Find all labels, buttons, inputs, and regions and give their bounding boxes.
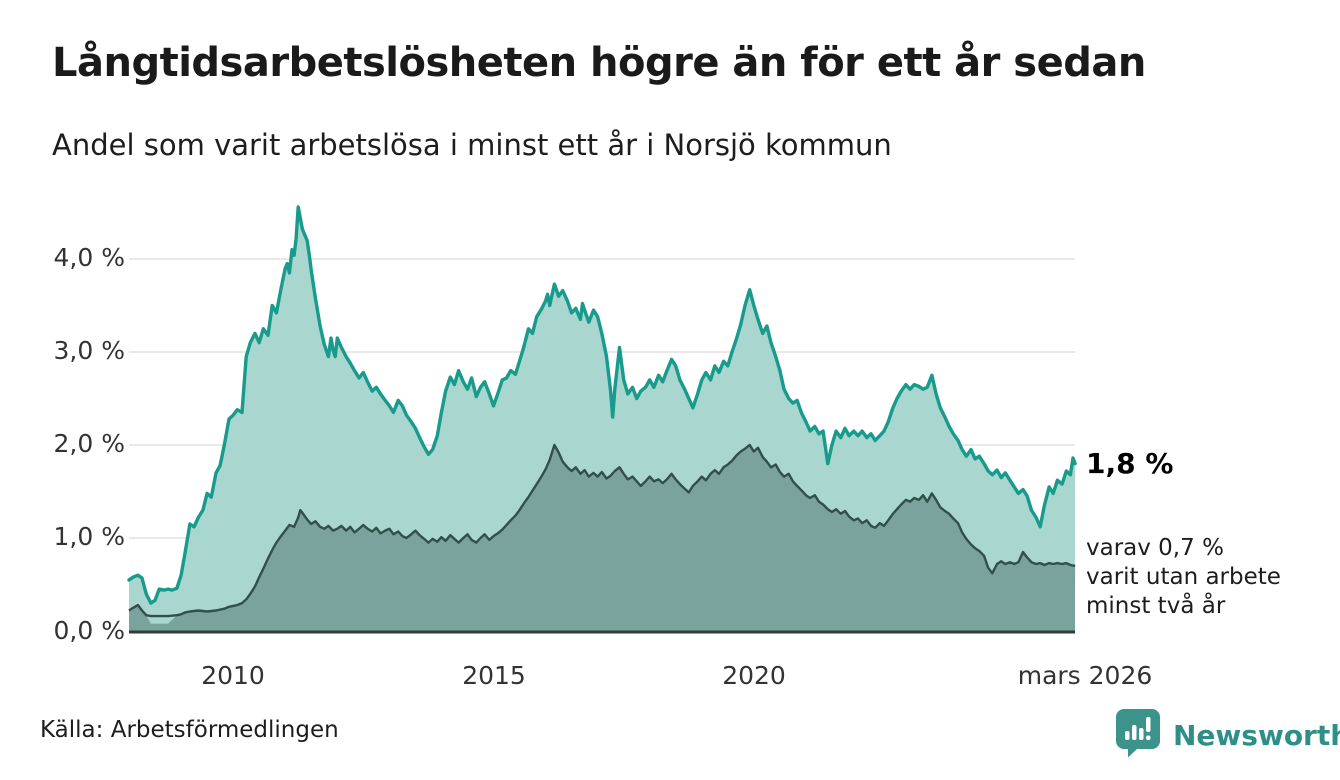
y-tick-label-0: 0,0 %	[53, 616, 125, 645]
two-year-annotation-line-3: minst två år	[1086, 593, 1226, 619]
newsworthy-brand-text: Newsworthy	[1173, 718, 1340, 752]
two-year-annotation-line-1: varav 0,7 %	[1086, 535, 1224, 561]
y-tick-label-4: 4,0 %	[53, 243, 125, 272]
x-tick-label-2020: 2020	[722, 661, 786, 690]
y-tick-label-3: 3,0 %	[53, 336, 125, 365]
x-tick-label-mars-2026: mars 2026	[1017, 661, 1153, 690]
page-subtitle: Andel som varit arbetslösa i minst ett å…	[52, 128, 892, 162]
one-year-area	[129, 206, 1076, 631]
y-tick-label-2: 2,0 %	[53, 429, 125, 458]
source-caption: Källa: Arbetsförmedlingen	[40, 717, 339, 743]
one-year-line	[127, 205, 1077, 605]
two-year-annotation: varav 0,7 % varit utan arbete minst två …	[1086, 534, 1281, 621]
newsworthy-brand: Newsworthy	[1115, 708, 1340, 762]
two-year-line	[128, 443, 1076, 618]
x-tick-label-2015: 2015	[462, 661, 526, 690]
two-year-area	[129, 445, 1076, 631]
page-title: Långtidsarbetslösheten högre än för ett …	[52, 40, 1146, 86]
y-tick-label-1: 1,0 %	[53, 522, 125, 551]
latest-value-annotation: 1,8 %	[1086, 447, 1174, 480]
x-tick-label-2010: 2010	[201, 661, 265, 690]
two-year-annotation-line-2: varit utan arbete	[1086, 564, 1281, 590]
newsworthy-logo-icon	[1115, 708, 1161, 762]
